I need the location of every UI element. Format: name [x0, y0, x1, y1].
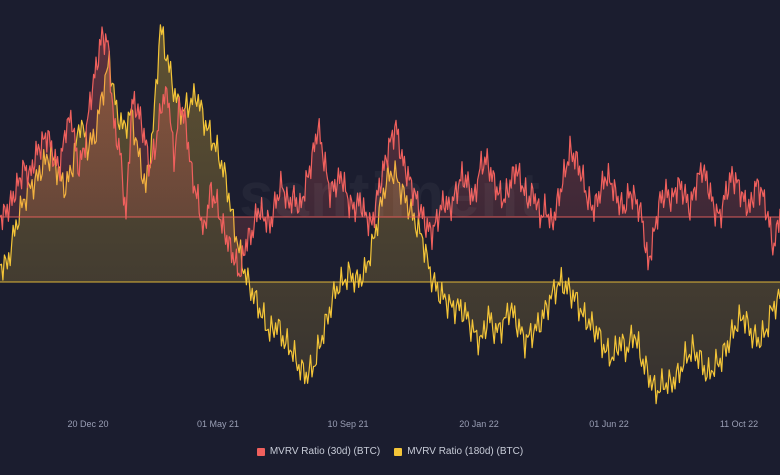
- legend-swatch-red: [256, 447, 265, 456]
- series-area-0: [0, 27, 780, 277]
- x-tick-label: 10 Sep 21: [327, 419, 369, 429]
- x-tick-label: 11 Oct 22: [719, 419, 759, 429]
- x-tick-label: 20 Jan 22: [459, 419, 499, 429]
- chart-legend: MVRV Ratio (30d) (BTC) MVRV Ratio (180d)…: [0, 446, 780, 457]
- legend-item-mvrv-30d[interactable]: MVRV Ratio (30d) (BTC): [256, 446, 381, 457]
- legend-item-mvrv-180d[interactable]: MVRV Ratio (180d) (BTC): [394, 446, 523, 457]
- x-tick-label: 01 Jun 22: [589, 419, 629, 429]
- x-tick-label: 01 May 21: [196, 419, 240, 429]
- legend-label: MVRV Ratio (180d) (BTC): [407, 446, 524, 457]
- legend-label: MVRV Ratio (30d) (BTC): [269, 446, 381, 457]
- series-line-0: [0, 26, 780, 278]
- legend-swatch-yellow: [394, 447, 403, 456]
- x-tick-label: 20 Dec 20: [67, 419, 109, 429]
